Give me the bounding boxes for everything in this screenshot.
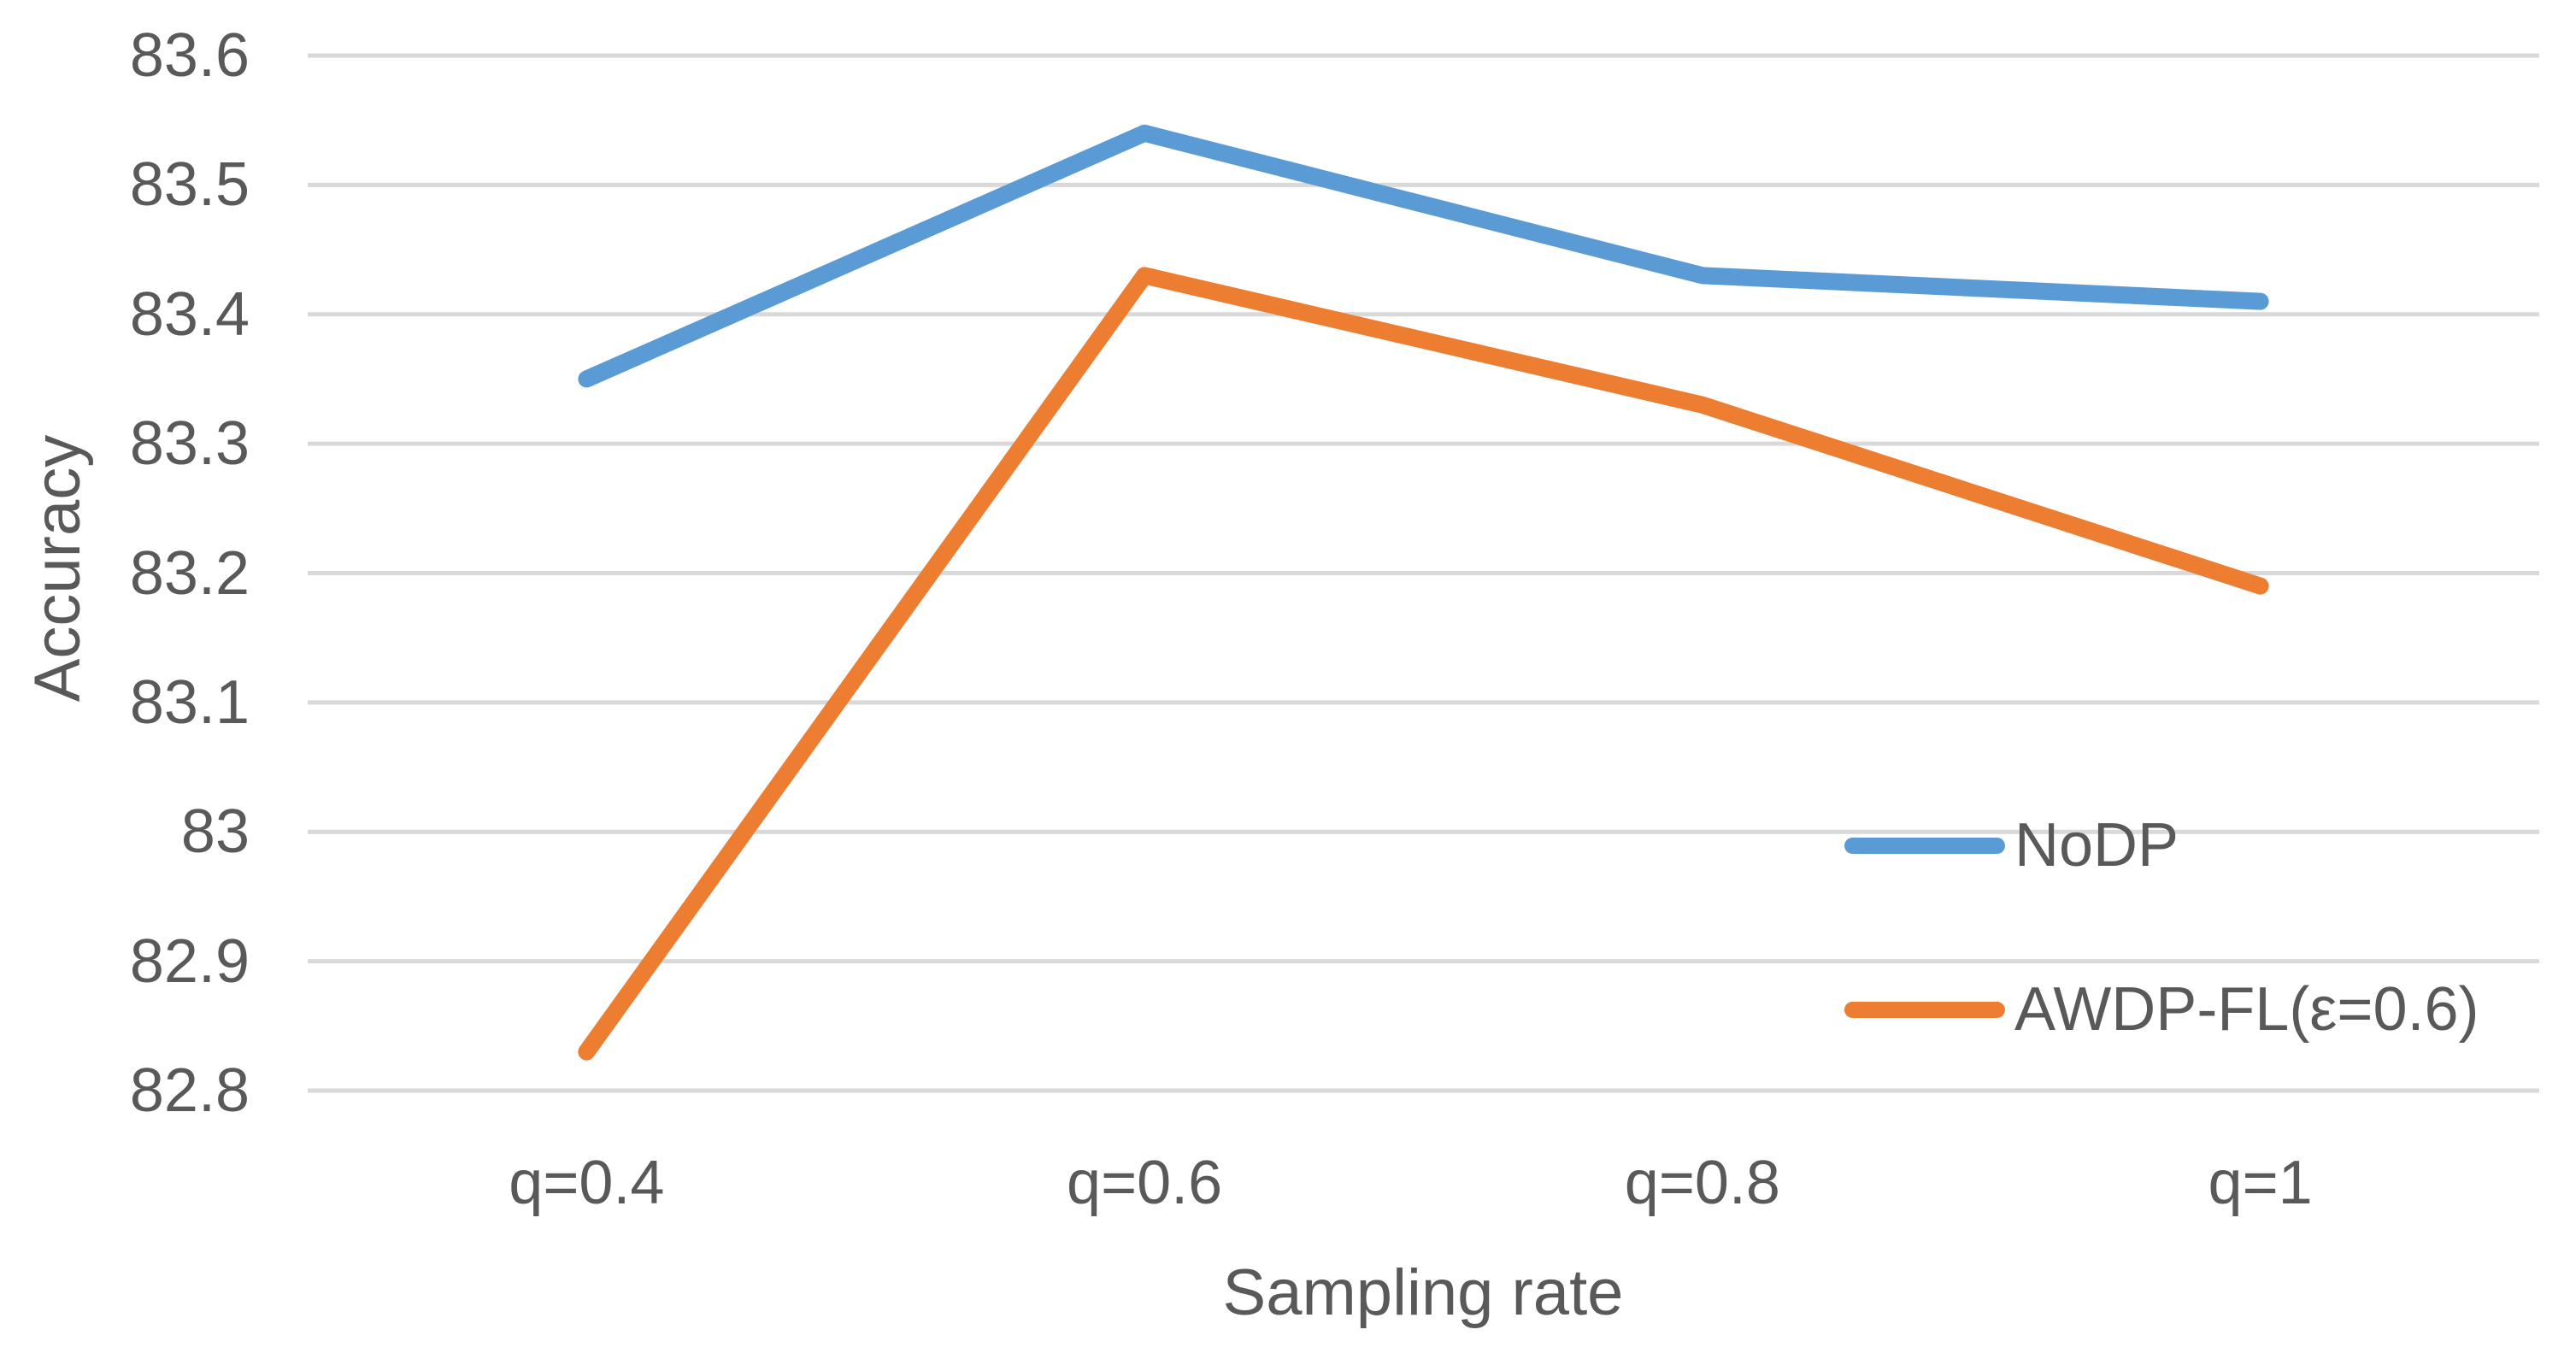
legend-swatch-icon	[1844, 1001, 2005, 1018]
series-line-NoDP	[578, 124, 2269, 388]
y-tick-label: 82.9	[129, 927, 250, 996]
series-line-AWDP-FL(ε=0.6)	[578, 267, 2269, 1061]
x-tick-label: q=0.6	[1067, 1149, 1223, 1217]
y-tick-label: 83	[180, 797, 250, 867]
legend-swatch-icon	[1844, 837, 2005, 854]
legend-label: AWDP-FL(ε=0.6)	[2014, 975, 2479, 1044]
y-tick-label: 83.2	[129, 538, 250, 608]
y-tick-label: 82.8	[129, 1056, 250, 1125]
y-tick-label: 83.6	[129, 21, 250, 90]
x-axis-title: Sampling rate	[1222, 1256, 1624, 1329]
x-tick-label: q=1	[2208, 1149, 2313, 1217]
y-tick-label: 83.1	[129, 668, 250, 737]
y-axis-title: Accuracy	[21, 434, 94, 703]
x-tick-label: q=0.4	[509, 1149, 665, 1217]
legend-item: AWDP-FL(ε=0.6)	[1844, 979, 2479, 1040]
legend-item: NoDP	[1844, 815, 2179, 876]
y-tick-label: 83.5	[129, 150, 250, 220]
legend-label: NoDP	[2014, 811, 2179, 880]
y-tick-label: 83.3	[129, 409, 250, 479]
y-tick-label: 83.4	[129, 279, 250, 349]
x-tick-label: q=0.8	[1624, 1149, 1780, 1217]
